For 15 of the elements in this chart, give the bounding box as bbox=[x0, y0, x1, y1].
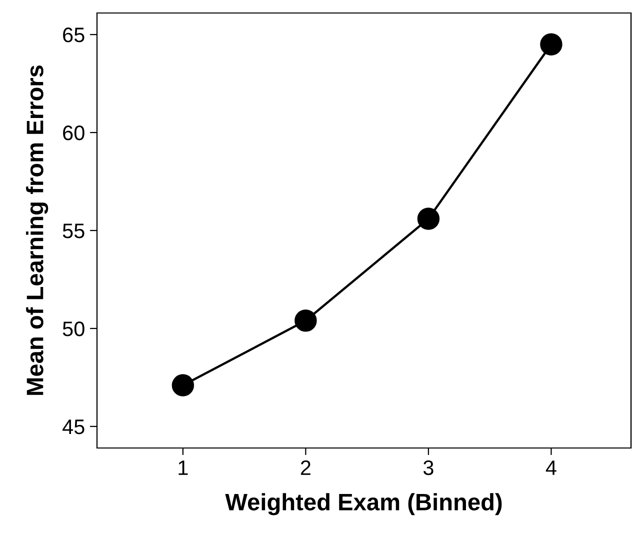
point bbox=[294, 310, 317, 332]
x-tick-label: 3 bbox=[423, 460, 434, 476]
y-axis-title: Mean of Learning from Errors bbox=[26, 66, 48, 395]
y-tick-label: 45 bbox=[62, 420, 84, 434]
x-tick-label: 1 bbox=[178, 460, 188, 475]
y-tick-label: 50 bbox=[62, 321, 84, 336]
point bbox=[417, 208, 440, 230]
x-tick-label: 2 bbox=[300, 460, 310, 475]
y-tick-label: 65 bbox=[63, 28, 84, 42]
point bbox=[172, 374, 194, 396]
point bbox=[540, 33, 562, 56]
y-tick-label: 55 bbox=[62, 224, 84, 238]
x-axis-title: Weighted Exam (Binned) bbox=[225, 493, 502, 516]
x-tick-label: 4 bbox=[546, 460, 556, 475]
y-tick-label: 60 bbox=[63, 126, 84, 140]
